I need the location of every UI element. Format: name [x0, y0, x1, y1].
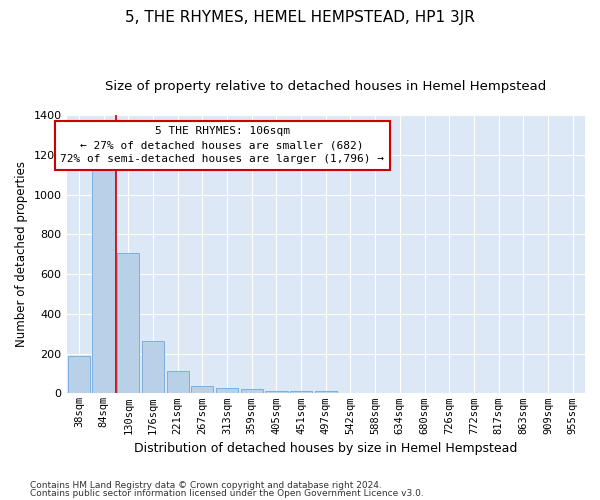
X-axis label: Distribution of detached houses by size in Hemel Hempstead: Distribution of detached houses by size … — [134, 442, 517, 455]
Bar — [314, 392, 337, 394]
Bar — [216, 388, 238, 394]
Text: Contains HM Land Registry data © Crown copyright and database right 2024.: Contains HM Land Registry data © Crown c… — [30, 481, 382, 490]
Bar — [142, 340, 164, 394]
Bar — [241, 390, 263, 394]
Bar — [117, 253, 139, 394]
Bar — [167, 370, 189, 394]
Text: 5 THE RHYMES: 106sqm
← 27% of detached houses are smaller (682)
72% of semi-deta: 5 THE RHYMES: 106sqm ← 27% of detached h… — [60, 126, 384, 164]
Title: Size of property relative to detached houses in Hemel Hempstead: Size of property relative to detached ho… — [105, 80, 547, 93]
Y-axis label: Number of detached properties: Number of detached properties — [15, 161, 28, 347]
Text: Contains public sector information licensed under the Open Government Licence v3: Contains public sector information licen… — [30, 488, 424, 498]
Bar — [290, 391, 312, 394]
Bar — [92, 166, 115, 394]
Bar — [68, 356, 90, 394]
Text: 5, THE RHYMES, HEMEL HEMPSTEAD, HP1 3JR: 5, THE RHYMES, HEMEL HEMPSTEAD, HP1 3JR — [125, 10, 475, 25]
Bar — [265, 391, 287, 394]
Bar — [191, 386, 214, 394]
